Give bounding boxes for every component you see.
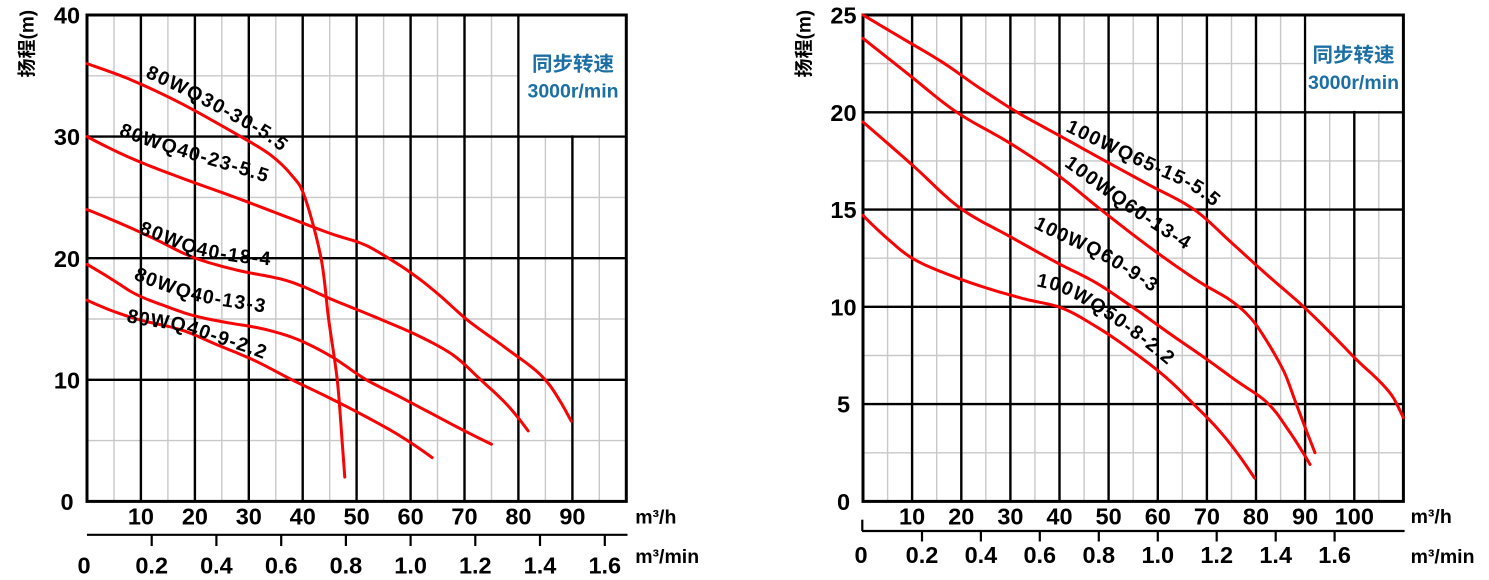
svg-text:30: 30 bbox=[236, 503, 262, 529]
svg-text:m³/min: m³/min bbox=[1411, 546, 1475, 568]
svg-text:10: 10 bbox=[54, 367, 80, 393]
svg-text:90: 90 bbox=[1292, 503, 1318, 529]
svg-text:25: 25 bbox=[830, 3, 856, 29]
svg-text:0.6: 0.6 bbox=[1023, 542, 1056, 568]
svg-text:1.6: 1.6 bbox=[588, 553, 621, 579]
svg-text:3000r/min: 3000r/min bbox=[1308, 72, 1399, 94]
svg-text:10: 10 bbox=[128, 503, 154, 529]
svg-text:70: 70 bbox=[1194, 503, 1220, 529]
svg-text:0.2: 0.2 bbox=[135, 553, 168, 579]
svg-text:1.2: 1.2 bbox=[459, 553, 492, 579]
svg-text:m³/h: m³/h bbox=[635, 507, 676, 529]
svg-text:(m): (m) bbox=[795, 10, 816, 40]
svg-text:0: 0 bbox=[837, 489, 850, 515]
svg-text:100: 100 bbox=[1335, 503, 1374, 529]
svg-text:20: 20 bbox=[182, 503, 208, 529]
svg-text:20: 20 bbox=[948, 503, 974, 529]
svg-text:80: 80 bbox=[505, 503, 531, 529]
svg-text:0: 0 bbox=[77, 553, 90, 579]
svg-text:0.8: 0.8 bbox=[330, 553, 363, 579]
svg-text:0.4: 0.4 bbox=[965, 542, 998, 568]
svg-text:50: 50 bbox=[1096, 503, 1122, 529]
svg-text:(m): (m) bbox=[18, 10, 39, 40]
svg-text:0.4: 0.4 bbox=[200, 553, 233, 579]
svg-text:1.2: 1.2 bbox=[1200, 542, 1233, 568]
svg-text:1.0: 1.0 bbox=[1141, 542, 1174, 568]
svg-text:1.4: 1.4 bbox=[524, 553, 557, 579]
svg-text:40: 40 bbox=[290, 503, 316, 529]
svg-text:60: 60 bbox=[1145, 503, 1171, 529]
svg-text:1.6: 1.6 bbox=[1318, 542, 1351, 568]
svg-text:m³/h: m³/h bbox=[1411, 506, 1452, 528]
svg-text:0.8: 0.8 bbox=[1082, 542, 1115, 568]
svg-text:5: 5 bbox=[837, 392, 850, 418]
svg-text:1.0: 1.0 bbox=[394, 553, 427, 579]
svg-text:80: 80 bbox=[1243, 503, 1269, 529]
svg-text:20: 20 bbox=[830, 100, 856, 126]
svg-text:30: 30 bbox=[997, 503, 1023, 529]
svg-text:15: 15 bbox=[830, 197, 856, 223]
svg-text:60: 60 bbox=[398, 503, 424, 529]
svg-text:50: 50 bbox=[344, 503, 370, 529]
svg-text:0: 0 bbox=[854, 542, 867, 568]
svg-text:30: 30 bbox=[54, 124, 80, 150]
svg-text:20: 20 bbox=[54, 246, 80, 272]
svg-text:70: 70 bbox=[451, 503, 477, 529]
svg-text:1.4: 1.4 bbox=[1259, 542, 1292, 568]
svg-text:0: 0 bbox=[60, 489, 73, 515]
svg-text:40: 40 bbox=[54, 3, 80, 29]
svg-text:90: 90 bbox=[559, 503, 585, 529]
svg-text:0.2: 0.2 bbox=[906, 542, 939, 568]
svg-text:m³/min: m³/min bbox=[635, 546, 699, 568]
svg-text:10: 10 bbox=[830, 294, 856, 320]
svg-text:10: 10 bbox=[899, 503, 925, 529]
svg-text:40: 40 bbox=[1046, 503, 1072, 529]
svg-text:0.6: 0.6 bbox=[265, 553, 298, 579]
svg-text:3000r/min: 3000r/min bbox=[527, 81, 618, 103]
